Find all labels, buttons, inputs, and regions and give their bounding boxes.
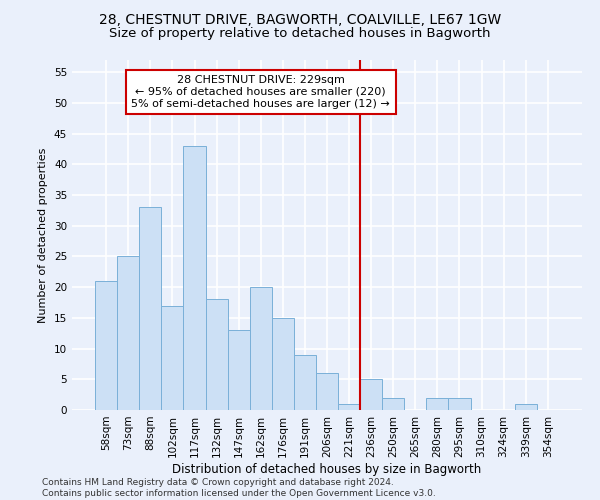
Y-axis label: Number of detached properties: Number of detached properties xyxy=(38,148,49,322)
Bar xyxy=(427,398,448,410)
Bar xyxy=(316,373,338,410)
Text: Size of property relative to detached houses in Bagworth: Size of property relative to detached ho… xyxy=(109,28,491,40)
X-axis label: Distribution of detached houses by size in Bagworth: Distribution of detached houses by size … xyxy=(172,462,482,475)
Bar xyxy=(294,354,316,410)
Text: 28 CHESTNUT DRIVE: 229sqm
← 95% of detached houses are smaller (220)
5% of semi-: 28 CHESTNUT DRIVE: 229sqm ← 95% of detac… xyxy=(131,76,390,108)
Bar xyxy=(448,398,470,410)
Bar xyxy=(360,380,382,410)
Bar xyxy=(382,398,404,410)
Bar xyxy=(206,300,227,410)
Bar xyxy=(139,208,161,410)
Bar xyxy=(184,146,206,410)
Bar xyxy=(515,404,537,410)
Bar xyxy=(272,318,294,410)
Bar xyxy=(117,256,139,410)
Text: Contains HM Land Registry data © Crown copyright and database right 2024.
Contai: Contains HM Land Registry data © Crown c… xyxy=(42,478,436,498)
Bar xyxy=(161,306,184,410)
Bar xyxy=(227,330,250,410)
Bar xyxy=(338,404,360,410)
Bar xyxy=(250,287,272,410)
Text: 28, CHESTNUT DRIVE, BAGWORTH, COALVILLE, LE67 1GW: 28, CHESTNUT DRIVE, BAGWORTH, COALVILLE,… xyxy=(99,12,501,26)
Bar xyxy=(95,281,117,410)
